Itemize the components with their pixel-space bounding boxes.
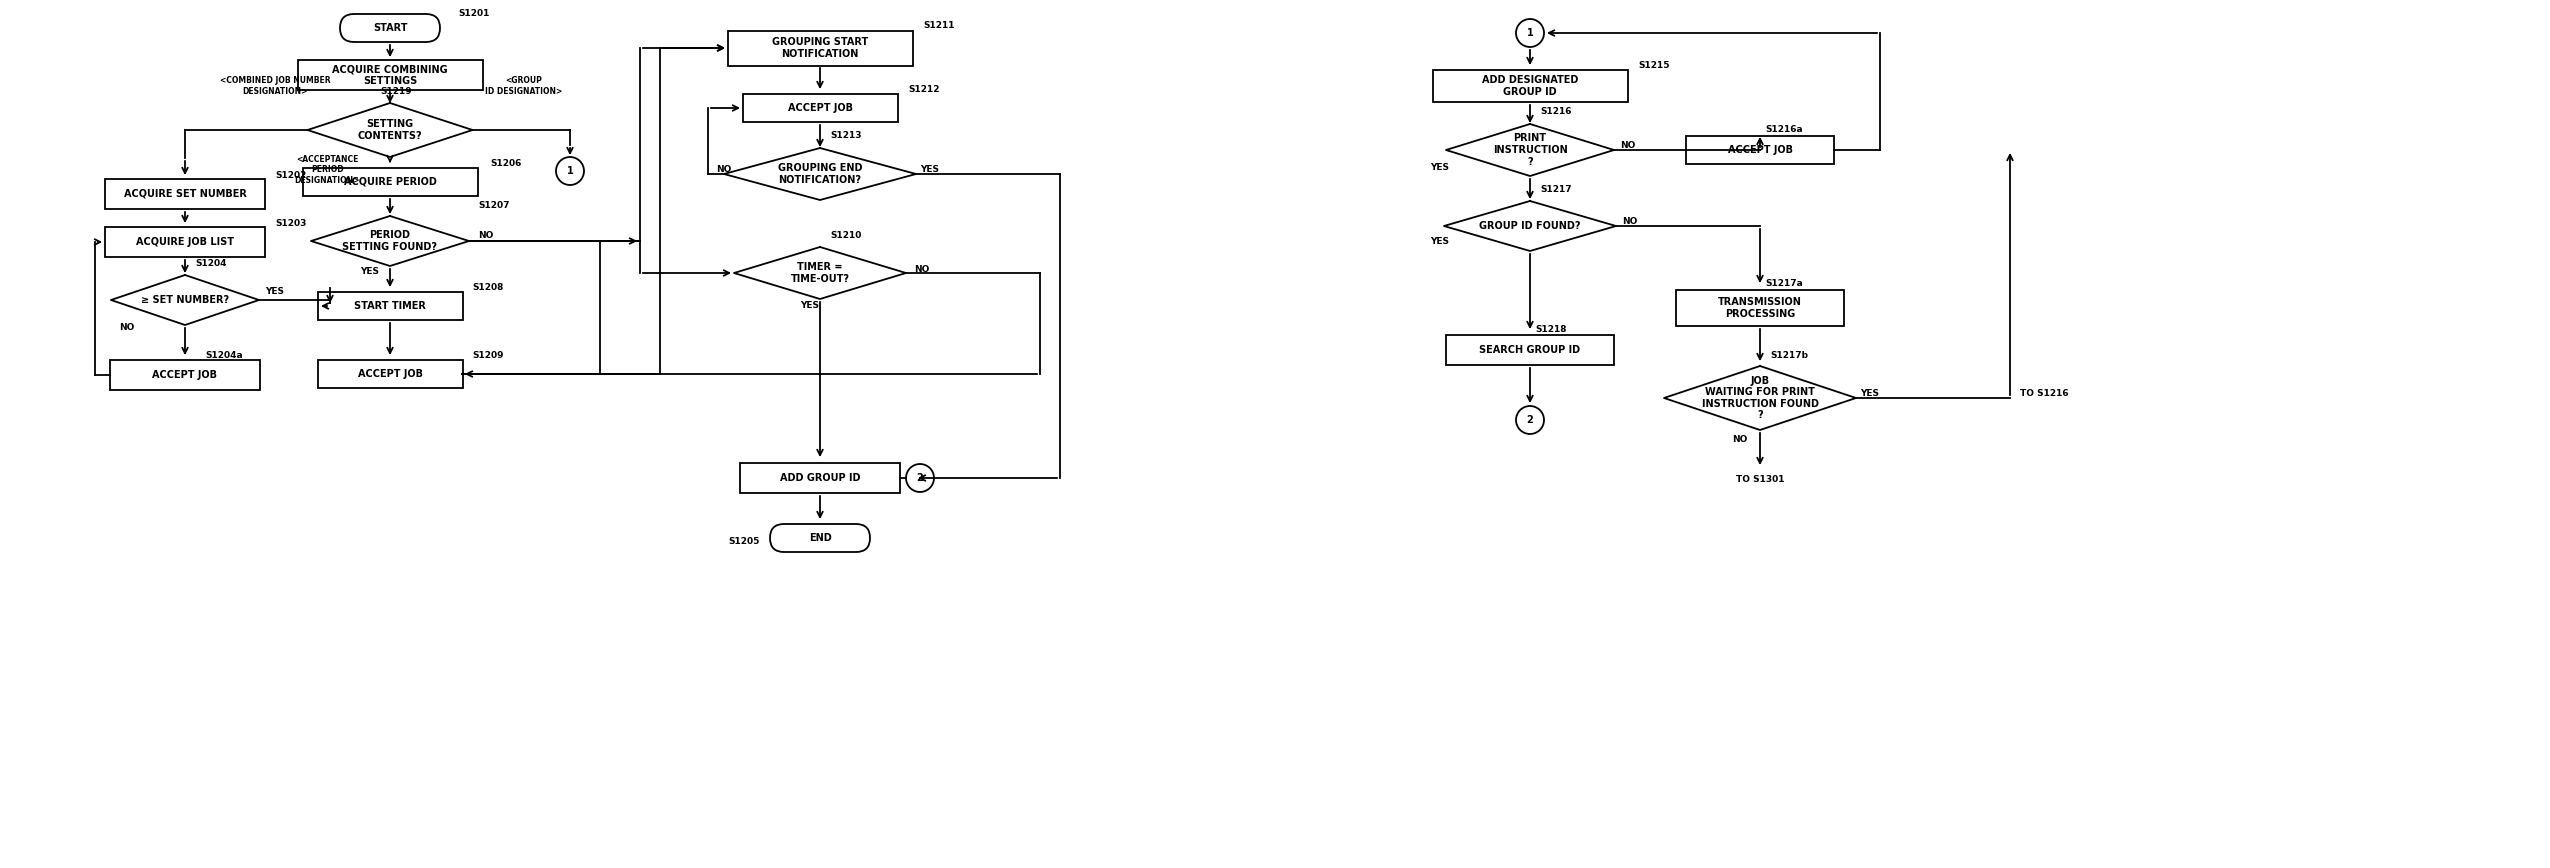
Polygon shape: [1443, 201, 1617, 251]
FancyBboxPatch shape: [298, 60, 482, 90]
Text: YES: YES: [360, 266, 380, 275]
Text: JOB
WAITING FOR PRINT
INSTRUCTION FOUND
?: JOB WAITING FOR PRINT INSTRUCTION FOUND …: [1701, 376, 1818, 420]
Text: ACQUIRE SET NUMBER: ACQUIRE SET NUMBER: [122, 189, 247, 199]
Text: S1204: S1204: [194, 260, 227, 268]
Text: S1212: S1212: [908, 86, 938, 95]
Circle shape: [905, 464, 933, 492]
Text: 2: 2: [1527, 415, 1533, 425]
Text: <COMBINED JOB NUMBER
DESIGNATION>: <COMBINED JOB NUMBER DESIGNATION>: [219, 76, 332, 95]
Text: YES: YES: [921, 166, 938, 174]
Text: NO: NO: [477, 232, 492, 240]
Polygon shape: [1446, 124, 1614, 176]
Text: NO: NO: [717, 166, 732, 174]
Text: S1213: S1213: [829, 131, 862, 141]
FancyBboxPatch shape: [1446, 335, 1614, 365]
FancyBboxPatch shape: [770, 524, 870, 552]
Text: PRINT
INSTRUCTION
?: PRINT INSTRUCTION ?: [1492, 134, 1568, 167]
Text: TRANSMISSION
PROCESSING: TRANSMISSION PROCESSING: [1719, 297, 1803, 319]
Text: TIMER =
TIME-OUT?: TIMER = TIME-OUT?: [790, 262, 849, 284]
Text: S1217a: S1217a: [1765, 279, 1803, 288]
Text: S1204a: S1204a: [204, 351, 242, 359]
FancyBboxPatch shape: [339, 14, 441, 42]
Text: YES: YES: [265, 287, 283, 297]
Polygon shape: [734, 247, 905, 299]
Text: S1208: S1208: [472, 284, 502, 293]
Text: S1218: S1218: [1535, 326, 1566, 334]
FancyBboxPatch shape: [1686, 136, 1833, 164]
Text: S1211: S1211: [923, 22, 954, 30]
Text: YES: YES: [801, 300, 819, 310]
Text: NO: NO: [1731, 436, 1747, 444]
Text: NO: NO: [120, 324, 135, 332]
Text: TO S1301: TO S1301: [1737, 476, 1785, 484]
Text: S1217: S1217: [1540, 186, 1571, 194]
Text: S1206: S1206: [490, 160, 520, 168]
Text: SEARCH GROUP ID: SEARCH GROUP ID: [1479, 345, 1581, 355]
Text: S1210: S1210: [829, 231, 862, 240]
Text: ACQUIRE PERIOD: ACQUIRE PERIOD: [344, 177, 436, 187]
Text: ADD GROUP ID: ADD GROUP ID: [780, 473, 859, 483]
Text: YES: YES: [1431, 238, 1448, 247]
Circle shape: [1517, 406, 1543, 434]
Text: S1203: S1203: [275, 220, 306, 228]
Text: PERIOD
SETTING FOUND?: PERIOD SETTING FOUND?: [342, 230, 439, 252]
Text: ACCEPT JOB: ACCEPT JOB: [788, 103, 852, 113]
FancyBboxPatch shape: [105, 227, 265, 257]
FancyBboxPatch shape: [727, 30, 913, 65]
Polygon shape: [1665, 366, 1856, 430]
Text: YES: YES: [1859, 390, 1879, 398]
FancyBboxPatch shape: [105, 179, 265, 209]
Text: ACCEPT JOB: ACCEPT JOB: [1726, 145, 1793, 155]
Text: ACCEPT JOB: ACCEPT JOB: [153, 370, 217, 380]
Text: S1202: S1202: [275, 172, 306, 181]
Text: <ACCEPTANCE
PERIOD
DESIGNATION>: <ACCEPTANCE PERIOD DESIGNATION>: [296, 155, 360, 185]
Text: GROUP ID FOUND?: GROUP ID FOUND?: [1479, 221, 1581, 231]
Text: S1217b: S1217b: [1770, 352, 1808, 360]
Text: ADD DESIGNATED
GROUP ID: ADD DESIGNATED GROUP ID: [1482, 76, 1578, 97]
FancyBboxPatch shape: [742, 94, 898, 122]
Text: SETTING
CONTENTS?: SETTING CONTENTS?: [357, 119, 423, 141]
Text: ≥ SET NUMBER?: ≥ SET NUMBER?: [140, 295, 230, 305]
Text: ACCEPT JOB: ACCEPT JOB: [357, 369, 423, 379]
Text: END: END: [808, 533, 831, 543]
Text: S1207: S1207: [477, 201, 510, 209]
Text: START TIMER: START TIMER: [354, 301, 426, 311]
FancyBboxPatch shape: [110, 360, 260, 390]
Text: GROUPING END
NOTIFICATION?: GROUPING END NOTIFICATION?: [778, 163, 862, 185]
Text: ACQUIRE COMBINING
SETTINGS: ACQUIRE COMBINING SETTINGS: [332, 64, 449, 86]
Text: S1216: S1216: [1540, 108, 1571, 116]
Text: 1: 1: [566, 166, 574, 176]
Text: S1201: S1201: [459, 10, 490, 18]
Text: S1209: S1209: [472, 352, 502, 360]
Polygon shape: [309, 103, 472, 157]
Text: S1216a: S1216a: [1765, 126, 1803, 135]
Text: ACQUIRE JOB LIST: ACQUIRE JOB LIST: [135, 237, 235, 247]
Text: S1215: S1215: [1637, 62, 1670, 70]
Text: YES: YES: [1431, 163, 1448, 173]
Text: TO S1216: TO S1216: [2020, 389, 2068, 398]
Text: S1219: S1219: [380, 88, 411, 96]
FancyBboxPatch shape: [303, 168, 477, 196]
Text: GROUPING START
NOTIFICATION: GROUPING START NOTIFICATION: [773, 37, 867, 59]
Text: NO: NO: [1622, 218, 1637, 227]
Text: NO: NO: [1619, 141, 1635, 150]
Polygon shape: [112, 275, 260, 325]
FancyBboxPatch shape: [319, 360, 462, 388]
FancyBboxPatch shape: [1433, 70, 1627, 102]
Circle shape: [1517, 19, 1543, 47]
FancyBboxPatch shape: [319, 292, 462, 320]
Text: 1: 1: [1527, 28, 1533, 38]
Text: <GROUP
ID DESIGNATION>: <GROUP ID DESIGNATION>: [484, 76, 561, 95]
Text: S1205: S1205: [729, 537, 760, 547]
Polygon shape: [724, 148, 915, 200]
Circle shape: [556, 157, 584, 185]
Polygon shape: [311, 216, 469, 266]
Text: 2: 2: [915, 473, 923, 483]
FancyBboxPatch shape: [740, 463, 900, 493]
FancyBboxPatch shape: [1675, 290, 1844, 326]
Text: NO: NO: [913, 265, 928, 273]
Text: START: START: [372, 23, 408, 33]
